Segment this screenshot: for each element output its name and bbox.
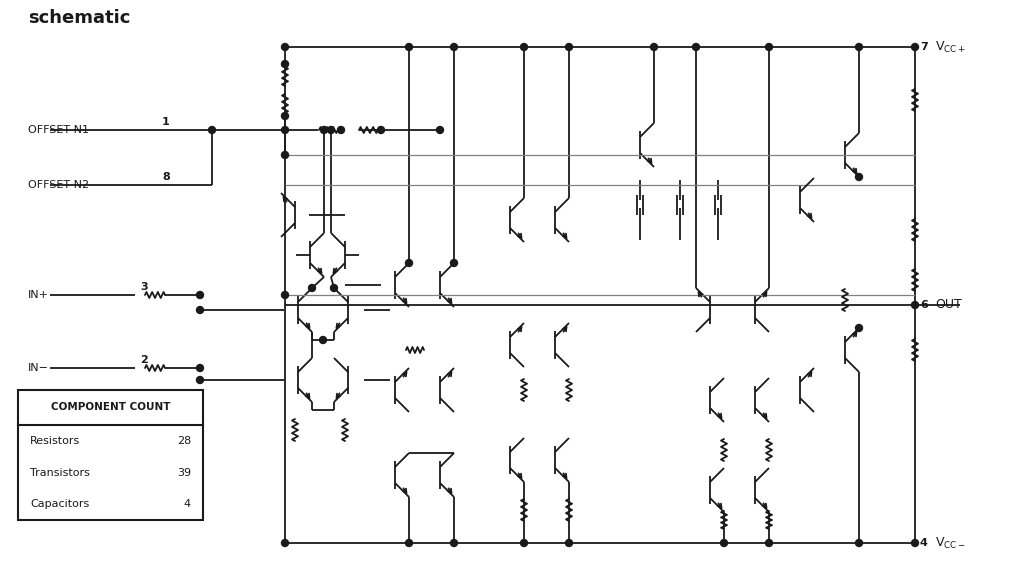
Circle shape <box>451 539 458 546</box>
Circle shape <box>855 44 863 50</box>
Text: Transistors: Transistors <box>30 467 90 477</box>
Text: 8: 8 <box>162 172 170 182</box>
Circle shape <box>451 259 458 266</box>
Circle shape <box>912 302 919 309</box>
Circle shape <box>565 44 572 50</box>
Bar <box>18 390 203 520</box>
Circle shape <box>565 539 572 546</box>
Circle shape <box>208 126 216 133</box>
Circle shape <box>912 539 919 546</box>
Text: IN+: IN+ <box>28 290 49 300</box>
Circle shape <box>436 126 444 133</box>
Circle shape <box>309 285 316 292</box>
Text: OFFSET N2: OFFSET N2 <box>28 180 89 190</box>
Circle shape <box>855 539 863 546</box>
Circle shape <box>721 539 728 546</box>
Circle shape <box>196 306 203 314</box>
Circle shape <box>196 364 203 372</box>
Text: 6: 6 <box>920 300 928 310</box>
Text: 4: 4 <box>920 538 928 548</box>
Text: schematic: schematic <box>28 9 131 27</box>
Text: 3: 3 <box>140 282 147 292</box>
Circle shape <box>281 292 288 299</box>
Text: 2: 2 <box>140 355 148 365</box>
Circle shape <box>406 44 413 50</box>
Text: V$_{\rm CC+}$: V$_{\rm CC+}$ <box>935 39 966 55</box>
Circle shape <box>320 336 326 343</box>
Text: OUT: OUT <box>935 299 962 311</box>
Circle shape <box>406 259 413 266</box>
Text: Capacitors: Capacitors <box>30 499 89 509</box>
Circle shape <box>196 292 203 299</box>
Circle shape <box>330 285 337 292</box>
Text: V$_{\rm CC-}$: V$_{\rm CC-}$ <box>935 535 966 550</box>
Circle shape <box>520 539 527 546</box>
Circle shape <box>281 44 288 50</box>
Circle shape <box>650 44 657 50</box>
Circle shape <box>765 44 773 50</box>
Circle shape <box>337 126 344 133</box>
Text: 39: 39 <box>177 467 191 477</box>
Circle shape <box>912 44 919 50</box>
Circle shape <box>281 539 288 546</box>
Text: OFFSET N1: OFFSET N1 <box>28 125 89 135</box>
Circle shape <box>520 44 527 50</box>
Text: IN−: IN− <box>28 363 49 373</box>
Text: 4: 4 <box>184 499 191 509</box>
Circle shape <box>281 60 288 67</box>
Circle shape <box>281 113 288 119</box>
Circle shape <box>377 126 384 133</box>
Circle shape <box>327 126 334 133</box>
Circle shape <box>196 376 203 383</box>
Circle shape <box>281 126 288 133</box>
Circle shape <box>451 44 458 50</box>
Circle shape <box>281 151 288 158</box>
Circle shape <box>693 44 699 50</box>
Circle shape <box>855 173 863 180</box>
Text: COMPONENT COUNT: COMPONENT COUNT <box>51 403 171 412</box>
Circle shape <box>321 126 327 133</box>
Text: Resistors: Resistors <box>30 436 81 446</box>
Text: 1: 1 <box>162 117 170 127</box>
Circle shape <box>406 539 413 546</box>
Text: 28: 28 <box>177 436 191 446</box>
Circle shape <box>855 324 863 332</box>
Text: 7: 7 <box>920 42 928 52</box>
Circle shape <box>765 539 773 546</box>
